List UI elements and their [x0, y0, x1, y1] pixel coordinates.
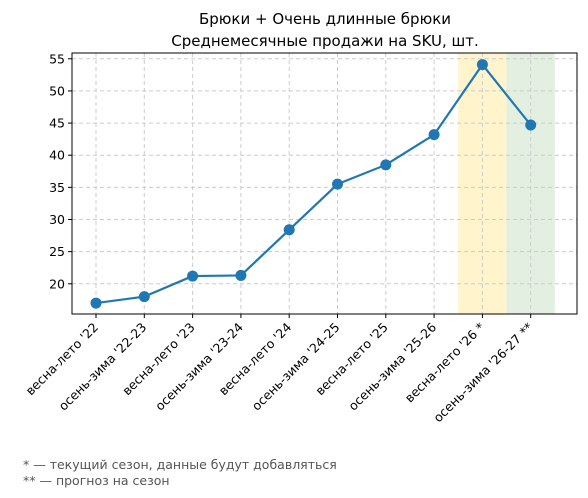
y-tick-label: 25	[49, 244, 65, 259]
y-tick-label: 55	[49, 51, 65, 66]
footnote-current-season: * — текущий сезон, данные будут добавлят…	[23, 457, 337, 472]
x-tick-label: осень-зима '23-24	[152, 319, 246, 413]
x-tick-label: осень-зима '26-27 **	[430, 320, 536, 426]
data-markers	[90, 59, 537, 309]
y-tick-label: 35	[49, 180, 65, 195]
data-point	[90, 297, 102, 309]
y-tick-label: 20	[49, 276, 65, 291]
plot-frame	[71, 52, 578, 315]
footnote-forecast: ** — прогноз на сезон	[23, 473, 170, 488]
x-tick-label: осень-зима '25-26	[345, 319, 439, 413]
data-point	[332, 178, 343, 190]
grid	[72, 53, 577, 314]
data-point	[283, 224, 295, 236]
data-point	[476, 59, 488, 71]
y-tick-label: 45	[49, 116, 65, 131]
data-point	[428, 129, 440, 141]
series-line	[95, 63, 532, 305]
chart-subtitle: Среднемесячные продажи на SKU, шт.	[171, 32, 479, 50]
data-point	[138, 291, 150, 303]
data-point	[187, 270, 199, 282]
series-line-layer	[95, 63, 532, 305]
y-tick-label: 50	[49, 83, 65, 98]
x-tick-label: осень-зима '24-25	[249, 320, 343, 414]
highlight-band-0	[458, 53, 507, 314]
data-point	[235, 269, 247, 281]
y-axis: 20 25 30 35 40 45 50 55	[49, 51, 72, 291]
x-tick-label: осень-зима '22-23	[55, 320, 149, 414]
data-point	[380, 159, 392, 171]
data-point	[525, 119, 537, 131]
chart-title: Брюки + Очень длинные брюки	[199, 10, 451, 28]
y-tick-label: 30	[49, 212, 65, 227]
y-tick-label: 40	[49, 148, 65, 163]
highlight-bands	[458, 53, 555, 314]
highlight-band-1	[506, 53, 555, 314]
